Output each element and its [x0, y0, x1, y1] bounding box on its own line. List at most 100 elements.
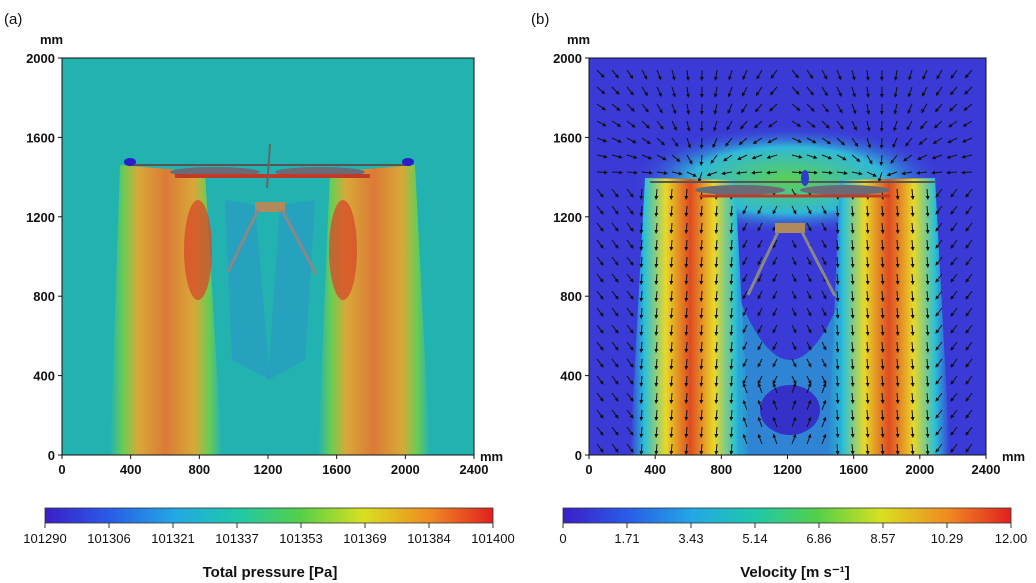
velocity-vector: [596, 358, 604, 368]
colorbar-b: 0 1.71 3.43 5.14 6.86 8.57 10.29 12.00 Velocity…: [559, 507, 1027, 581]
colorbar-a: 101290 101306 101321 101337 101353 101369 1013…: [23, 507, 515, 581]
velocity-vector: [950, 188, 958, 198]
panel-a-x-tick-label: 2400: [460, 462, 489, 477]
velocity-vector: [699, 443, 704, 455]
velocity-vector: [950, 222, 958, 232]
velocity-vector: [865, 426, 870, 438]
panel-b-y-tick-label: 800: [560, 289, 582, 304]
velocity-vector: [596, 256, 604, 266]
velocity-vector: [669, 392, 674, 404]
velocity-vector: [699, 426, 704, 438]
velocity-vector: [910, 409, 915, 421]
velocity-vector: [728, 69, 733, 81]
velocity-vector: [880, 341, 885, 353]
velocity-vector: [639, 188, 644, 200]
colorbar-a-label: Total pressure [Pa]: [203, 564, 338, 581]
velocity-vector: [740, 120, 748, 130]
velocity-vector: [920, 120, 928, 130]
velocity-vector: [865, 375, 870, 387]
velocity-vector: [611, 205, 619, 215]
velocity-vector: [935, 222, 943, 232]
velocity-vector: [699, 358, 704, 370]
velocity-vector: [686, 120, 691, 132]
velocity-vector: [950, 392, 958, 402]
velocity-vector: [611, 69, 619, 79]
velocity-vector: [917, 154, 928, 160]
velocity-vector: [791, 256, 797, 266]
velocity-vector: [850, 290, 855, 302]
velocity-vector: [669, 426, 674, 438]
velocity-vector: [925, 222, 930, 234]
panel-a-left-core: [184, 200, 212, 300]
velocity-vector: [806, 137, 817, 144]
panel-b-axes: 0 400 800 1200 1600 2000 2400 0 400 800 1200 1600 20…: [553, 51, 1000, 477]
velocity-vector: [880, 307, 885, 319]
panel-b-x-tick-label: 1200: [773, 462, 802, 477]
panel-a-y-unit: mm: [40, 32, 63, 47]
velocity-vector: [965, 188, 973, 198]
velocity-vector: [654, 222, 659, 234]
velocity-vector: [611, 256, 619, 266]
velocity-vector: [639, 358, 644, 370]
velocity-vector: [791, 416, 797, 428]
velocity-vector: [835, 239, 840, 251]
velocity-vector: [921, 103, 928, 114]
velocity-vector: [821, 358, 827, 368]
velocity-vector: [886, 171, 898, 177]
velocity-vector: [713, 120, 718, 132]
velocity-vector: [686, 103, 691, 115]
velocity-vector: [626, 205, 634, 215]
velocity-vector: [611, 392, 619, 402]
velocity-vector: [865, 443, 870, 455]
velocity-vector: [596, 120, 607, 127]
velocity-vector: [791, 433, 797, 445]
velocity-vector: [738, 137, 748, 146]
velocity-vector: [791, 358, 797, 368]
velocity-vector: [755, 86, 763, 97]
velocity-vector: [684, 273, 689, 285]
velocity-vector: [791, 399, 797, 411]
velocity-vector: [850, 409, 855, 421]
velocity-vector: [772, 307, 778, 317]
velocity-vector: [965, 341, 973, 351]
velocity-vector: [925, 341, 930, 353]
velocity-vector: [925, 375, 930, 387]
velocity-vector: [714, 256, 719, 268]
velocity-vector: [757, 324, 763, 334]
velocity-vector: [729, 307, 734, 319]
velocity-vector: [910, 205, 915, 217]
velocity-vector: [935, 426, 943, 436]
velocity-vector: [654, 239, 659, 251]
velocity-vector: [684, 443, 689, 455]
velocity-vector: [895, 290, 900, 302]
velocity-vector: [596, 392, 604, 402]
colorbar-b-ticks: 0 1.71 3.43 5.14 6.86 8.57 10.29 12.00: [559, 523, 1027, 546]
velocity-vector: [686, 86, 690, 98]
velocity-vector: [772, 239, 778, 249]
panel-a-x-tick-label: 1600: [322, 462, 351, 477]
velocity-vector: [806, 382, 812, 394]
panel-b-y-unit: mm: [567, 32, 590, 47]
velocity-vector: [714, 392, 719, 404]
velocity-vector: [596, 290, 604, 300]
velocity-vector: [714, 324, 719, 336]
panel-a-x-tick-label: 400: [120, 462, 142, 477]
velocity-vector: [965, 222, 973, 232]
velocity-vector: [727, 86, 733, 98]
velocity-vector: [713, 86, 718, 98]
velocity-vector: [757, 399, 763, 411]
velocity-vector: [865, 358, 870, 370]
velocity-vector: [965, 273, 973, 283]
velocity-vector: [895, 409, 900, 421]
panel-b-y-tick-label: 400: [560, 369, 582, 384]
velocity-vector: [641, 120, 650, 129]
velocity-vector: [851, 154, 861, 162]
velocity-vector: [656, 86, 662, 97]
velocity-vector: [639, 205, 644, 217]
velocity-vector: [626, 443, 634, 453]
velocity-vector: [835, 426, 840, 438]
velocity-vector: [699, 222, 704, 234]
velocity-vector: [893, 120, 898, 132]
velocity-vector: [626, 392, 634, 402]
velocity-vector: [921, 86, 928, 97]
